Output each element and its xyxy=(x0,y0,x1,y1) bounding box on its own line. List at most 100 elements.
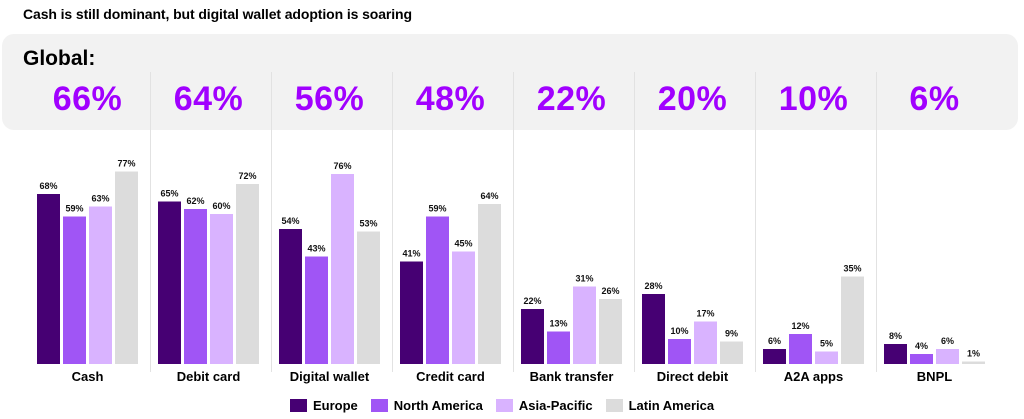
bar-bnpl-latin-america xyxy=(962,361,985,364)
bar-debit-card-latin-america xyxy=(236,184,259,364)
global-value-direct-debit: 20% xyxy=(657,80,728,118)
bar-direct-debit-europe xyxy=(642,294,665,364)
legend: Europe North America Asia-Pacific Latin … xyxy=(290,398,727,413)
bar-cash-europe xyxy=(37,194,60,364)
legend-swatch-asia-pacific xyxy=(495,399,513,412)
bar-label-bank-transfer-europe: 22% xyxy=(523,296,541,306)
bar-label-bnpl-latin-america: 1% xyxy=(967,349,980,359)
bar-digital-wallet-europe xyxy=(279,229,302,364)
bar-a2a-apps-europe xyxy=(763,349,786,364)
legend-label-asia-pacific: Asia-Pacific xyxy=(518,398,593,413)
legend-item-latin-america: Latin America xyxy=(605,398,715,413)
category-label-credit-card: Credit card xyxy=(416,369,485,384)
bar-bank-transfer-north-america xyxy=(547,331,570,364)
global-value-bank-transfer: 22% xyxy=(536,80,607,118)
bar-label-direct-debit-latin-america: 9% xyxy=(725,329,738,339)
column-divider xyxy=(634,72,635,372)
bar-label-digital-wallet-europe: 54% xyxy=(281,216,299,226)
legend-item-north-america: North America xyxy=(370,398,483,413)
column-divider xyxy=(513,72,514,372)
category-label-direct-debit: Direct debit xyxy=(656,369,729,384)
bar-cash-asia-pacific xyxy=(89,206,112,364)
bar-label-debit-card-north-america: 62% xyxy=(186,196,204,206)
bar-direct-debit-latin-america xyxy=(720,341,743,364)
bar-cash-north-america xyxy=(63,216,86,364)
bar-bnpl-asia-pacific xyxy=(936,349,959,364)
bar-direct-debit-north-america xyxy=(668,339,691,364)
bar-label-cash-latin-america: 77% xyxy=(117,159,135,169)
column-divider xyxy=(755,72,756,372)
bar-label-bnpl-north-america: 4% xyxy=(915,341,928,351)
category-label-debit-card: Debit card xyxy=(176,369,241,384)
bar-label-bnpl-europe: 8% xyxy=(889,331,902,341)
global-value-cash: 66% xyxy=(52,80,123,118)
global-label: Global: xyxy=(23,47,96,70)
bar-label-debit-card-europe: 65% xyxy=(160,189,178,199)
category-label-a2a-apps: A2A apps xyxy=(783,369,844,384)
legend-swatch-europe xyxy=(290,399,307,412)
bar-label-a2a-apps-asia-pacific: 5% xyxy=(820,339,833,349)
bar-a2a-apps-asia-pacific xyxy=(815,351,838,364)
bar-label-a2a-apps-europe: 6% xyxy=(768,336,781,346)
bar-a2a-apps-north-america xyxy=(789,334,812,364)
category-label-cash: Cash xyxy=(71,369,104,384)
bar-label-digital-wallet-asia-pacific: 76% xyxy=(333,161,351,171)
bar-label-credit-card-europe: 41% xyxy=(402,249,420,259)
bar-digital-wallet-latin-america xyxy=(357,231,380,364)
legend-swatch-north-america xyxy=(370,399,388,412)
category-label-bank-transfer: Bank transfer xyxy=(529,369,614,384)
bar-label-bank-transfer-asia-pacific: 31% xyxy=(575,274,593,284)
global-value-bnpl: 6% xyxy=(909,80,960,118)
bar-label-bank-transfer-latin-america: 26% xyxy=(601,286,619,296)
bar-digital-wallet-asia-pacific xyxy=(331,174,354,364)
bar-label-direct-debit-north-america: 10% xyxy=(670,326,688,336)
bar-cash-latin-america xyxy=(115,171,138,364)
bar-debit-card-asia-pacific xyxy=(210,214,233,364)
bar-credit-card-europe xyxy=(400,261,423,364)
category-label-bnpl: BNPL xyxy=(916,369,953,384)
chart-title: Cash is still dominant, but digital wall… xyxy=(23,6,412,22)
bar-label-cash-asia-pacific: 63% xyxy=(91,194,109,204)
bar-label-digital-wallet-north-america: 43% xyxy=(307,244,325,254)
bar-label-bank-transfer-north-america: 13% xyxy=(549,319,567,329)
bar-bank-transfer-asia-pacific xyxy=(573,286,596,364)
bar-label-direct-debit-asia-pacific: 17% xyxy=(696,309,714,319)
bar-label-direct-debit-europe: 28% xyxy=(644,281,662,291)
bar-label-a2a-apps-north-america: 12% xyxy=(791,321,809,331)
legend-label-europe: Europe xyxy=(313,398,358,413)
bar-bnpl-europe xyxy=(884,344,907,364)
global-value-debit-card: 64% xyxy=(173,80,244,118)
column-divider xyxy=(271,72,272,372)
legend-label-north-america: North America xyxy=(393,398,483,413)
column-divider xyxy=(392,72,393,372)
category-label-digital-wallet: Digital wallet xyxy=(289,369,370,384)
bar-bank-transfer-europe xyxy=(521,309,544,364)
bar-label-credit-card-north-america: 59% xyxy=(428,204,446,214)
global-value-a2a-apps: 10% xyxy=(778,80,849,118)
legend-item-europe: Europe xyxy=(290,398,358,413)
bar-credit-card-asia-pacific xyxy=(452,251,475,364)
global-value-digital-wallet: 56% xyxy=(294,80,365,118)
global-panel xyxy=(2,34,1018,130)
bar-digital-wallet-north-america xyxy=(305,256,328,364)
bar-label-cash-north-america: 59% xyxy=(65,204,83,214)
bar-credit-card-latin-america xyxy=(478,204,501,364)
legend-item-asia-pacific: Asia-Pacific xyxy=(495,398,593,413)
column-divider xyxy=(150,72,151,372)
column-divider xyxy=(876,72,877,372)
global-value-credit-card: 48% xyxy=(415,80,486,118)
legend-swatch-latin-america xyxy=(605,399,623,412)
bar-label-cash-europe: 68% xyxy=(39,181,57,191)
bar-label-credit-card-latin-america: 64% xyxy=(480,191,498,201)
bar-debit-card-north-america xyxy=(184,209,207,364)
bar-label-digital-wallet-latin-america: 53% xyxy=(359,219,377,229)
bar-label-a2a-apps-latin-america: 35% xyxy=(843,264,861,274)
bar-label-debit-card-asia-pacific: 60% xyxy=(212,201,230,211)
bar-credit-card-north-america xyxy=(426,216,449,364)
bar-label-credit-card-asia-pacific: 45% xyxy=(454,239,472,249)
bar-label-debit-card-latin-america: 72% xyxy=(238,171,256,181)
bar-bank-transfer-latin-america xyxy=(599,299,622,364)
legend-label-latin-america: Latin America xyxy=(628,398,715,413)
bar-debit-card-europe xyxy=(158,201,181,364)
